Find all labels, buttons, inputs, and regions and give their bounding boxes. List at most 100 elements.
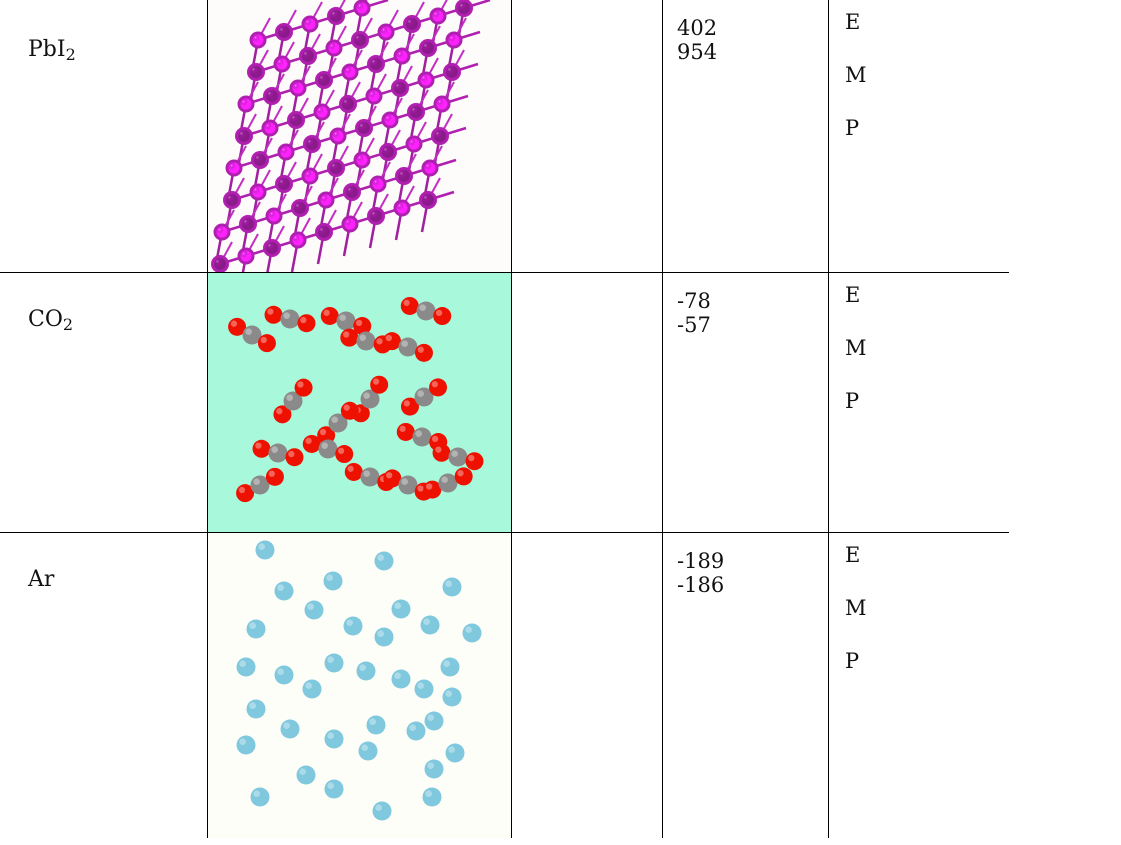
oxygen-atom [454, 467, 473, 486]
oxygen-atom [265, 467, 284, 486]
argon-atom [246, 699, 266, 719]
highlight [239, 660, 246, 667]
highlight [369, 57, 378, 66]
highlight [431, 9, 440, 18]
carbon-atom [250, 475, 270, 495]
highlight [327, 782, 334, 789]
value-1: -78 [677, 289, 711, 313]
formula-cell: PbI2 [0, 0, 208, 273]
oxygen-atom [465, 452, 484, 471]
highlight [369, 718, 376, 725]
highlight [409, 105, 418, 114]
highlight [326, 574, 333, 581]
lead-atom [317, 191, 335, 209]
highlight [305, 682, 312, 689]
highlight [331, 129, 340, 138]
highlight [347, 465, 354, 472]
highlight [267, 308, 274, 315]
argon-atom [374, 627, 394, 647]
highlight [381, 145, 390, 154]
highlight [239, 97, 248, 106]
iodine-atom [251, 151, 269, 169]
lead-atom [301, 15, 319, 33]
lead-atom [445, 31, 463, 49]
value-2: -57 [677, 313, 711, 337]
highlight [401, 340, 408, 347]
argon-atoms-image [208, 533, 511, 838]
table-row: Ar -189 -186 E M P [0, 532, 1009, 838]
iodine-atom [339, 95, 357, 113]
highlight [249, 65, 258, 74]
highlight [305, 437, 312, 444]
oxygen-atom [340, 328, 359, 347]
highlight [323, 309, 330, 316]
iodine-atom [247, 63, 265, 81]
iodine-atom [263, 87, 281, 105]
table-row: PbI2 402 954 E M P [0, 0, 1009, 273]
highlight [291, 233, 300, 242]
highlight [357, 121, 366, 130]
highlight [288, 450, 295, 458]
argon-atom [323, 571, 343, 591]
carbon-atom [360, 389, 380, 409]
highlight [239, 738, 246, 745]
argon-atom [324, 779, 344, 799]
lead-atom [369, 175, 387, 193]
highlight [419, 304, 426, 311]
iodine-atom [239, 215, 257, 233]
highlight [425, 790, 432, 797]
iodine-atom [299, 47, 317, 65]
highlight [427, 762, 434, 769]
lead-atom [329, 127, 347, 145]
formula: PbI2 [28, 37, 76, 64]
highlight [355, 153, 364, 162]
highlight [215, 225, 224, 234]
highlight [230, 320, 238, 327]
oxygen-atom [285, 448, 304, 467]
highlight [213, 257, 222, 266]
highlight [345, 185, 354, 194]
values-cell: -78 -57 [662, 272, 829, 533]
formula: CO2 [28, 307, 74, 334]
highlight [403, 400, 410, 407]
highlight [421, 193, 430, 202]
carbon-atom [360, 467, 380, 487]
highlight [245, 328, 252, 335]
lead-atom [273, 55, 291, 73]
highlight [407, 137, 416, 146]
formula-cell: CO2 [0, 272, 208, 533]
iodine-atom [355, 119, 373, 137]
highlight [359, 334, 366, 341]
oxygen-atom [423, 480, 442, 499]
highlight [367, 89, 376, 98]
oxygen-atom [317, 426, 336, 445]
iodine-atom [303, 135, 321, 153]
highlight [289, 113, 298, 122]
oxygen-atom [396, 422, 415, 441]
highlight [377, 554, 384, 561]
highlight [225, 193, 234, 202]
lead-atom [433, 95, 451, 113]
highlight [445, 65, 454, 74]
highlight [305, 137, 314, 146]
highlight [359, 664, 366, 671]
oxygen-atom [335, 445, 354, 464]
iodine-atom [443, 63, 461, 81]
lead-atom [365, 87, 383, 105]
letter-m: M [845, 336, 867, 360]
highlight [395, 49, 404, 58]
highlight [301, 49, 310, 58]
oxygen-atom [400, 397, 419, 416]
oxygen-atom [414, 343, 433, 362]
oxygen-atom [433, 307, 452, 326]
oxygen-atom [429, 378, 448, 397]
highlight [331, 416, 338, 423]
argon-atom [324, 729, 344, 749]
lead-atom [249, 183, 267, 201]
highlight [443, 660, 450, 667]
argon-atom [462, 623, 482, 643]
highlight [249, 622, 256, 629]
highlight [265, 241, 274, 250]
highlight [327, 656, 334, 663]
lead-atom [313, 103, 331, 121]
